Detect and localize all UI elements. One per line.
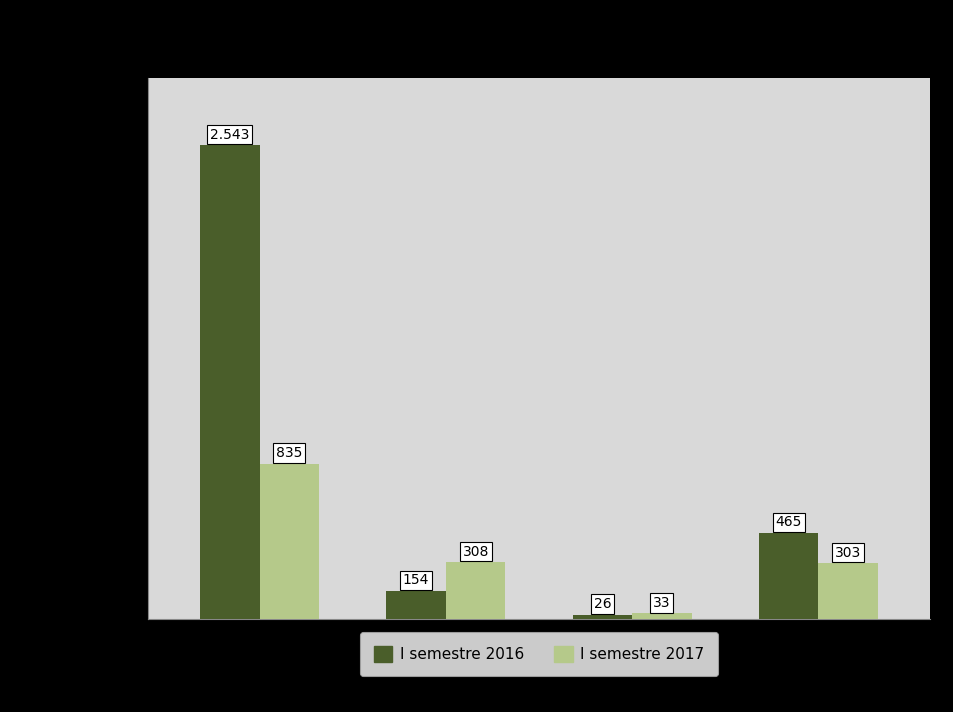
Bar <box>445 562 505 619</box>
Text: 26: 26 <box>593 597 611 611</box>
Text: 835: 835 <box>276 446 302 460</box>
Text: 465: 465 <box>775 515 801 529</box>
Bar <box>386 591 445 619</box>
Bar <box>259 464 319 619</box>
Text: 308: 308 <box>462 545 488 559</box>
Bar <box>200 145 259 619</box>
Text: 154: 154 <box>402 573 429 587</box>
Bar <box>572 614 632 619</box>
Bar <box>632 613 691 619</box>
Text: 33: 33 <box>653 596 670 610</box>
Legend: I semestre 2016, I semestre 2017: I semestre 2016, I semestre 2017 <box>359 632 718 676</box>
Text: 303: 303 <box>834 545 861 560</box>
Text: 2.543: 2.543 <box>210 127 250 142</box>
Bar <box>758 533 818 619</box>
Bar <box>818 563 877 619</box>
